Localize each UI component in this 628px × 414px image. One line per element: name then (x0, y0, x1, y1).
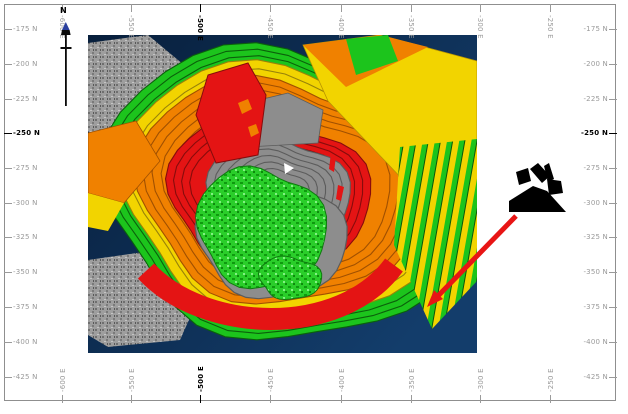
northing-tick-left (4, 203, 12, 204)
northing-label-right: -350 N (583, 268, 608, 276)
northing-label-right: -425 N (583, 373, 608, 381)
easting-label-top: -450 E (266, 15, 274, 39)
northing-tick-right (609, 342, 617, 343)
west-yellow-fringe (88, 193, 124, 231)
northing-tick-left (4, 342, 12, 343)
northing-label-left: -425 N (13, 373, 38, 381)
easting-tick-bottom (341, 395, 342, 403)
northing-tick-left (4, 168, 12, 169)
easting-label-top: -300 E (476, 15, 484, 39)
pit-3d-viewport[interactable] (88, 35, 477, 353)
red-splotch (336, 185, 344, 201)
easting-label-top: -250 E (546, 15, 554, 39)
north-arrow-label: N (60, 6, 67, 15)
northing-label-left: -225 N (13, 95, 38, 103)
easting-tick-top (131, 4, 132, 12)
red-splotch (329, 153, 336, 172)
easting-tick-top (62, 4, 63, 12)
easting-label-bottom: -250 E (547, 368, 555, 392)
northing-tick-left (4, 237, 12, 238)
pit-3d-scene (88, 35, 477, 353)
easting-label-bottom: -550 E (128, 368, 136, 392)
easting-label-bottom: -400 E (338, 368, 346, 392)
northing-tick-right (609, 64, 617, 65)
red-bench-stack (195, 62, 267, 164)
northing-tick-left (4, 307, 12, 308)
easting-label-bottom: -350 E (408, 368, 416, 392)
easting-tick-bottom (62, 395, 63, 403)
northing-label-right: -400 N (583, 338, 608, 346)
easting-tick-top (270, 4, 271, 12)
easting-label-bottom: -300 E (477, 368, 485, 392)
easting-tick-top (480, 4, 481, 12)
northing-tick-right (609, 237, 617, 238)
easting-label-bottom: -600 E (59, 368, 67, 392)
white-triangle-marker (284, 163, 294, 174)
easting-tick-bottom (270, 395, 271, 403)
northing-tick-left (4, 133, 12, 134)
northing-label-right: -300 N (583, 199, 608, 207)
northing-tick-right (609, 307, 617, 308)
northing-tick-right (609, 203, 617, 204)
easting-label-bottom: -500 E (197, 366, 205, 392)
northing-tick-left (4, 64, 12, 65)
northing-label-left: -350 N (13, 268, 38, 276)
orange-splotch (248, 124, 259, 137)
northing-tick-left (4, 377, 12, 378)
northing-label-left: -250 N (13, 129, 41, 137)
northing-tick-left (4, 99, 12, 100)
northing-tick-left (4, 272, 12, 273)
northing-tick-right (609, 377, 617, 378)
easting-tick-top (550, 4, 551, 12)
red-bottom-benches (137, 258, 403, 330)
northing-label-right: -225 N (583, 95, 608, 103)
easting-tick-bottom (480, 395, 481, 403)
easting-label-top: -350 E (407, 15, 415, 39)
northing-label-right: -275 N (583, 164, 608, 172)
northing-label-right: -200 N (583, 60, 608, 68)
easting-tick-bottom (411, 395, 412, 403)
easting-tick-bottom (131, 395, 132, 403)
northing-label-left: -200 N (13, 60, 38, 68)
easting-tick-top (200, 4, 201, 12)
northing-label-left: -300 N (13, 199, 38, 207)
northing-label-right: -250 N (580, 129, 608, 137)
northing-tick-right (609, 99, 617, 100)
northing-tick-right (609, 133, 617, 134)
northing-label-left: -400 N (13, 338, 38, 346)
easting-tick-bottom (200, 395, 201, 403)
northing-label-left: -275 N (13, 164, 38, 172)
northing-label-left: -375 N (13, 303, 38, 311)
northing-tick-right (609, 29, 617, 30)
northing-label-left: -175 N (13, 25, 38, 33)
green-top-patch (346, 35, 398, 75)
easting-label-bottom: -450 E (267, 368, 275, 392)
easting-label-top: -500 E (196, 15, 204, 41)
easting-tick-bottom (550, 395, 551, 403)
pit-bottom-green-tail (257, 255, 323, 301)
west-orange-pocket (88, 120, 161, 204)
northing-label-right: -175 N (583, 25, 608, 33)
easting-tick-top (411, 4, 412, 12)
north-arrow-icon (60, 22, 72, 106)
northing-tick-left (4, 29, 12, 30)
easting-tick-top (341, 4, 342, 12)
northing-tick-right (609, 272, 617, 273)
northing-label-right: -375 N (583, 303, 608, 311)
northing-tick-right (609, 168, 617, 169)
orange-splotch (238, 99, 252, 114)
easting-label-top: -550 E (127, 15, 135, 39)
northing-label-right: -325 N (583, 233, 608, 241)
easting-label-top: -400 E (337, 15, 345, 39)
northing-label-left: -325 N (13, 233, 38, 241)
